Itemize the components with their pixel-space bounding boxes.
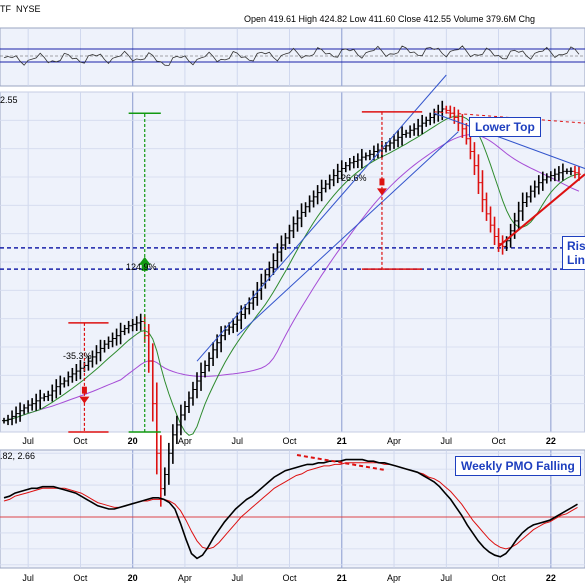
symbol-label: TF NYSE <box>0 4 41 14</box>
x-tick-label: 20 <box>128 573 138 583</box>
ohlcv-readout: Open 419.61 High 424.82 Low 411.60 Close… <box>244 14 536 24</box>
weekly-pmo-callout: Weekly PMO Falling <box>455 456 581 476</box>
gain-arrow-stem <box>141 264 148 271</box>
x-tick-label: Jul <box>231 436 243 446</box>
x-tick-label: Jul <box>441 436 453 446</box>
x-tick-label: 22 <box>546 573 556 583</box>
x-tick-label: 21 <box>337 436 347 446</box>
channel-lower-line <box>236 131 459 337</box>
x-tick-label: Oct <box>492 573 507 583</box>
x-tick-label: Jul <box>231 573 243 583</box>
x-tick-label: Apr <box>178 573 192 583</box>
lower-top-line <box>434 111 585 124</box>
ma-short-line <box>3 115 580 436</box>
drop-2022-label: -26.6% <box>338 173 367 183</box>
rising-line-callout: Risi Lin <box>562 236 585 270</box>
x-tick-label: Jul <box>22 436 34 446</box>
x-tick-label: Oct <box>282 436 297 446</box>
x-tick-label: Oct <box>282 573 297 583</box>
ma-long-line <box>3 134 580 422</box>
rising-bottom-line <box>497 173 585 248</box>
drop-2022-arrow <box>376 188 387 196</box>
gain-arrow <box>138 256 151 265</box>
x-tick-label: Apr <box>387 436 401 446</box>
x-tick-label: 21 <box>337 573 347 583</box>
drop-2020-arrow-stem <box>81 386 87 394</box>
pmo-values-label: .82, 2.66 <box>0 451 36 461</box>
x-tick-label: Jul <box>441 573 453 583</box>
x-tick-label: 22 <box>546 436 556 446</box>
downtrend-line <box>434 112 585 170</box>
pmo-line <box>3 458 578 560</box>
gain-label: 124.9% <box>126 262 157 272</box>
x-tick-label: Oct <box>73 436 88 446</box>
drop-2020-arrow <box>79 396 90 404</box>
x-tick-label: Oct <box>492 436 507 446</box>
drop-2020-label: -35.3% <box>63 351 92 361</box>
drop-2022-arrow-stem <box>379 178 385 186</box>
rsi-line <box>3 45 580 66</box>
x-tick-label: Apr <box>178 436 192 446</box>
x-tick-label: Apr <box>387 573 401 583</box>
channel-upper-line <box>196 74 447 362</box>
x-tick-label: Oct <box>73 573 88 583</box>
price-level-label: 2.55 <box>0 95 18 105</box>
pmo-signal-line <box>3 462 578 550</box>
pmo-falling-line <box>296 454 386 471</box>
lower-top-callout: Lower Top <box>469 117 541 137</box>
x-tick-label: 20 <box>128 436 138 446</box>
x-tick-label: Jul <box>22 573 34 583</box>
indicator-panel <box>0 27 585 87</box>
